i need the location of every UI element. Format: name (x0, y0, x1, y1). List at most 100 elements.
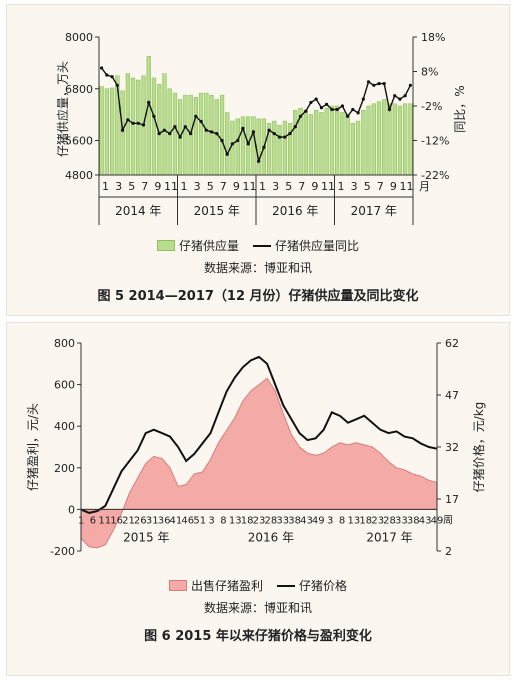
yoy-point (141, 123, 146, 127)
yoy-point (382, 82, 386, 86)
y2-tick-label: -2% (421, 100, 442, 113)
x-tick-label: 21 (122, 515, 135, 526)
supply-bar (183, 94, 188, 176)
yoy-point (335, 107, 339, 112)
y2-tick-label: 8% (421, 66, 438, 79)
x-unit-label: 月 (419, 180, 430, 193)
legend-item-yoy: 仔猪供应量同比 (253, 237, 359, 254)
y-axis-title: 仔猪供应量，万头 (55, 61, 70, 157)
yoy-point (241, 126, 245, 130)
yoy-point (230, 142, 234, 146)
figure-5-legend: 仔猪供应量 仔猪供应量同比 (7, 237, 509, 254)
legend-item-supply: 仔猪供应量 (156, 237, 239, 254)
yoy-point (189, 132, 193, 136)
x-tick-label: 38 (407, 515, 420, 526)
supply-bar (230, 120, 235, 176)
yoy-point (408, 83, 412, 87)
yoy-point (246, 142, 250, 146)
yoy-point (288, 132, 292, 136)
supply-bar (350, 123, 356, 176)
legend-label: 仔猪价格 (299, 579, 348, 593)
y2-tick-label: 17 (445, 493, 459, 506)
x-tick-label: 16 (110, 515, 123, 526)
y-tick-label: 8000 (65, 31, 93, 44)
supply-bar (345, 114, 350, 176)
x-tick-label: 1 (78, 515, 84, 526)
x-tick-label: 23 (371, 515, 384, 526)
x-tick-label: 31 (146, 515, 159, 526)
supply-bar (366, 105, 371, 176)
supply-bar (162, 73, 167, 176)
yoy-point (178, 135, 182, 139)
y2-tick-label: 2 (445, 545, 452, 558)
price-series-line (80, 355, 438, 514)
supply-bar (303, 110, 308, 176)
supply-bar (146, 56, 151, 176)
supply-bar (277, 125, 282, 176)
supply-bar (402, 103, 408, 176)
x-tick-label: 49 (312, 515, 325, 526)
x-tick-label: 41 (170, 515, 183, 526)
figure-5-caption: 图 5 2014—2017（12 月份）仔猪供应量及同比变化 (97, 289, 419, 304)
supply-bar (282, 120, 288, 176)
supply-bar (204, 92, 209, 176)
y-tick-label: 400 (54, 420, 75, 433)
supply-bar (151, 77, 157, 176)
figure-6-legend: 出售仔猪盈利 仔猪价格 (7, 577, 509, 594)
x-tick-label: 5 (128, 180, 135, 193)
year-label: 2014 年 (115, 204, 161, 218)
x-tick-label: 18 (359, 515, 372, 526)
supply-bar (256, 118, 261, 176)
year-label: 2016 年 (248, 530, 294, 544)
legend-item-profit: 出售仔猪盈利 (168, 577, 263, 594)
yoy-point (136, 121, 140, 125)
figure-6-panel: 800 600 400 200 0 -200 62 47 32 17 2 1 6 11 16 21 26 31… (6, 322, 510, 676)
year-label: 2017 年 (351, 204, 397, 218)
legend-label: 仔猪供应量 (178, 239, 239, 253)
supply-bar (193, 97, 199, 176)
supply-bar (329, 105, 335, 176)
x-tick-label: 9 (233, 180, 240, 193)
x-tick-label: 3 (115, 180, 122, 193)
yoy-point (236, 138, 240, 143)
x-tick-label: 9 (311, 180, 318, 193)
yoy-point (278, 135, 282, 139)
yoy-point (152, 114, 156, 118)
yoy-point (194, 114, 198, 118)
yoy-point (220, 138, 224, 143)
y-tick-label: -200 (50, 545, 75, 558)
yoy-point (304, 109, 308, 113)
year-label: 2015 年 (194, 204, 240, 218)
x-tick-label: 11 (400, 180, 414, 193)
yoy-point (314, 97, 318, 101)
x-tick-label: 11 (164, 180, 178, 193)
yoy-point (366, 80, 371, 84)
yoy-point (377, 82, 381, 86)
x-tick-label: 33 (395, 515, 408, 526)
x-tick-label: 1 (102, 180, 109, 193)
supply-bar (225, 112, 230, 176)
y2-tick-label: 32 (445, 441, 459, 454)
supply-bar (293, 110, 298, 176)
x-tick-label: 5 (207, 180, 214, 193)
supply-bar (408, 103, 413, 176)
yoy-point (372, 83, 376, 87)
x-tick-label: 7 (377, 180, 384, 193)
yoy-point (361, 97, 365, 101)
yoy-point (147, 100, 151, 105)
x-tick-label: 43 (419, 515, 432, 526)
area-swatch-icon (168, 580, 187, 591)
x-tick-label: 13 (229, 515, 242, 526)
legend-label: 出售仔猪盈利 (190, 579, 263, 593)
supply-bar (130, 77, 136, 176)
y2-tick-label: 47 (445, 389, 459, 402)
x-tick-label: 1 (181, 180, 188, 193)
x-tick-label: 3 (208, 515, 214, 526)
x-tick-label: 11 (98, 515, 111, 526)
yoy-point (393, 94, 397, 98)
yoy-point (272, 132, 276, 136)
x-tick-label: 7 (141, 180, 148, 193)
x-tick-label: 13 (348, 515, 361, 526)
y2-tick-label: 18% (421, 31, 445, 44)
